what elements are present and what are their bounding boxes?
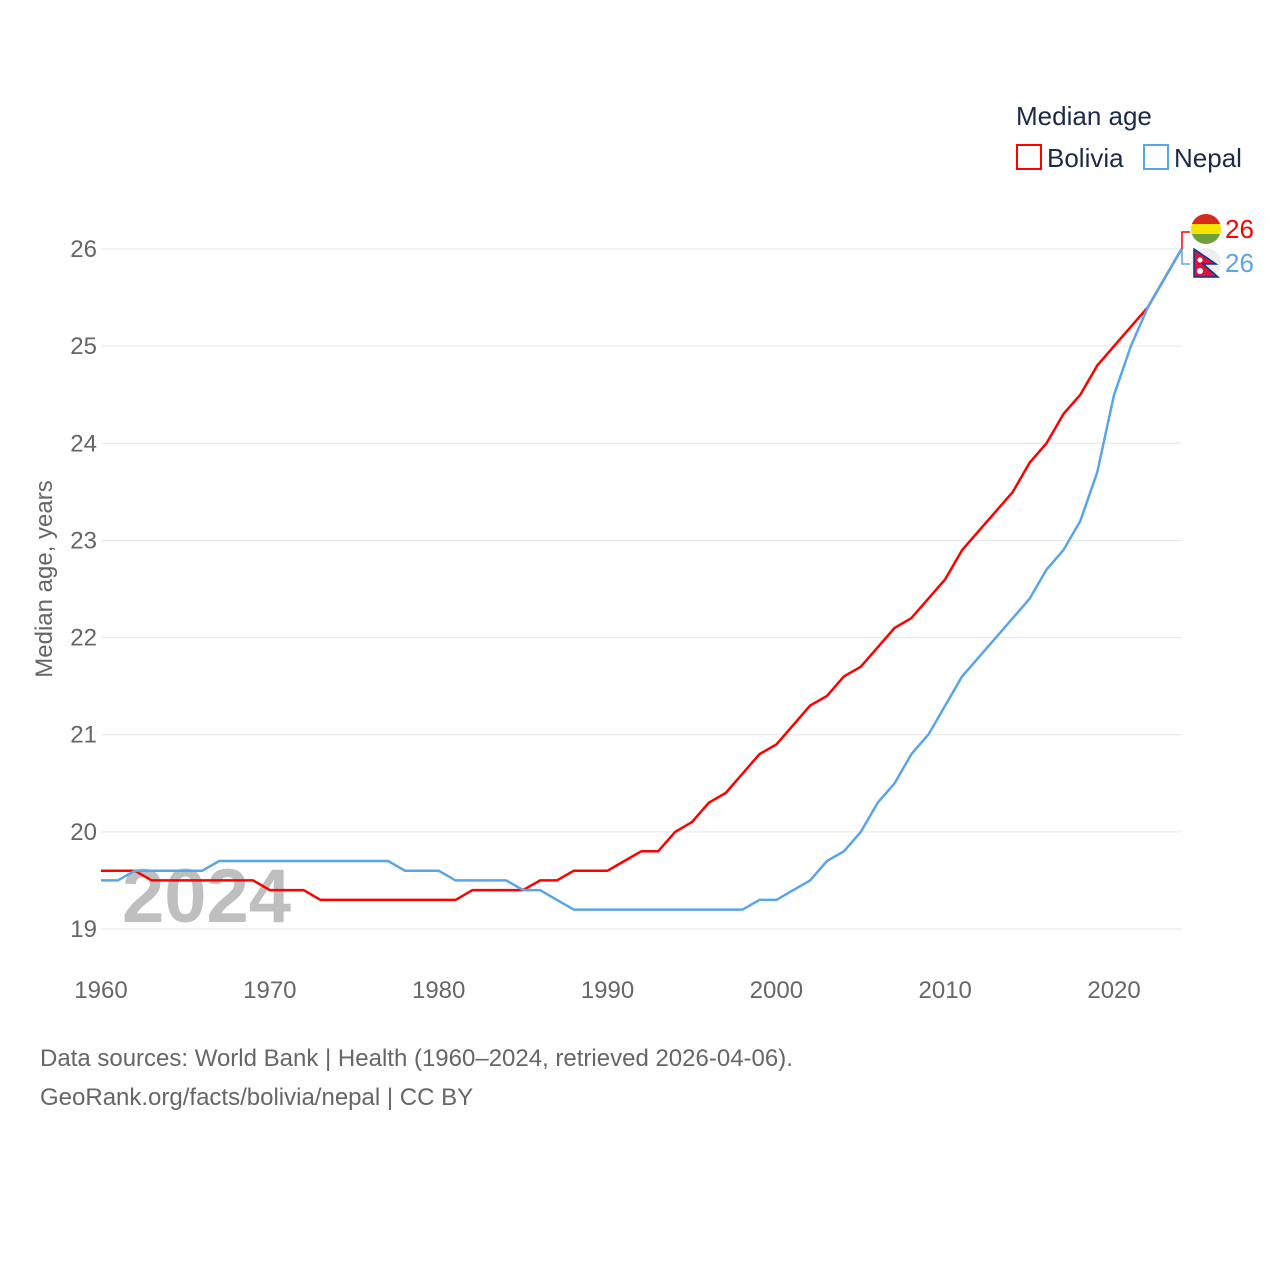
flag-sun bbox=[1197, 268, 1203, 274]
flag-stripe bbox=[1191, 214, 1221, 224]
y-tick-label: 21 bbox=[70, 722, 97, 749]
y-axis-label: Median age, years bbox=[31, 480, 58, 677]
x-tick-label: 2000 bbox=[750, 977, 803, 1004]
x-tick-label: 1990 bbox=[581, 977, 634, 1004]
x-tick-label: 2020 bbox=[1087, 977, 1140, 1004]
x-tick-label: 1970 bbox=[243, 977, 296, 1004]
series-line-bolivia bbox=[101, 248, 1183, 902]
flag-stripe bbox=[1191, 234, 1221, 244]
y-tick-label: 22 bbox=[70, 625, 97, 652]
y-tick-label: 25 bbox=[70, 333, 97, 360]
connector bbox=[1181, 231, 1190, 249]
legend-label-nepal: Nepal bbox=[1174, 143, 1242, 173]
x-tick-label: 2010 bbox=[919, 977, 972, 1004]
y-tick-label: 19 bbox=[70, 916, 97, 943]
legend-swatch-nepal bbox=[1143, 144, 1169, 170]
end-value-label-nepal: 26 bbox=[1225, 248, 1254, 278]
x-tick-label: 1960 bbox=[74, 977, 127, 1004]
y-tick-label: 23 bbox=[70, 527, 97, 554]
y-tick-label: 26 bbox=[70, 236, 97, 263]
y-tick-label: 20 bbox=[70, 819, 97, 846]
attribution-text: GeoRank.org/facts/bolivia/nepal | CC BY bbox=[40, 1084, 474, 1111]
legend-swatch-bolivia bbox=[1016, 144, 1042, 170]
legend-title: Median age bbox=[1016, 101, 1152, 131]
connector bbox=[1181, 249, 1190, 265]
year-watermark: 2024 bbox=[122, 854, 291, 939]
flag-stripe bbox=[1191, 224, 1221, 234]
data-source-text: Data sources: World Bank | Health (1960–… bbox=[40, 1045, 793, 1072]
series-line-nepal bbox=[101, 248, 1183, 911]
y-tick-label: 24 bbox=[70, 430, 97, 457]
end-value-label-bolivia: 26 bbox=[1225, 214, 1254, 244]
flag-moon bbox=[1197, 257, 1203, 263]
legend-label-bolivia: Bolivia bbox=[1047, 143, 1124, 173]
x-tick-label: 1980 bbox=[412, 977, 465, 1004]
